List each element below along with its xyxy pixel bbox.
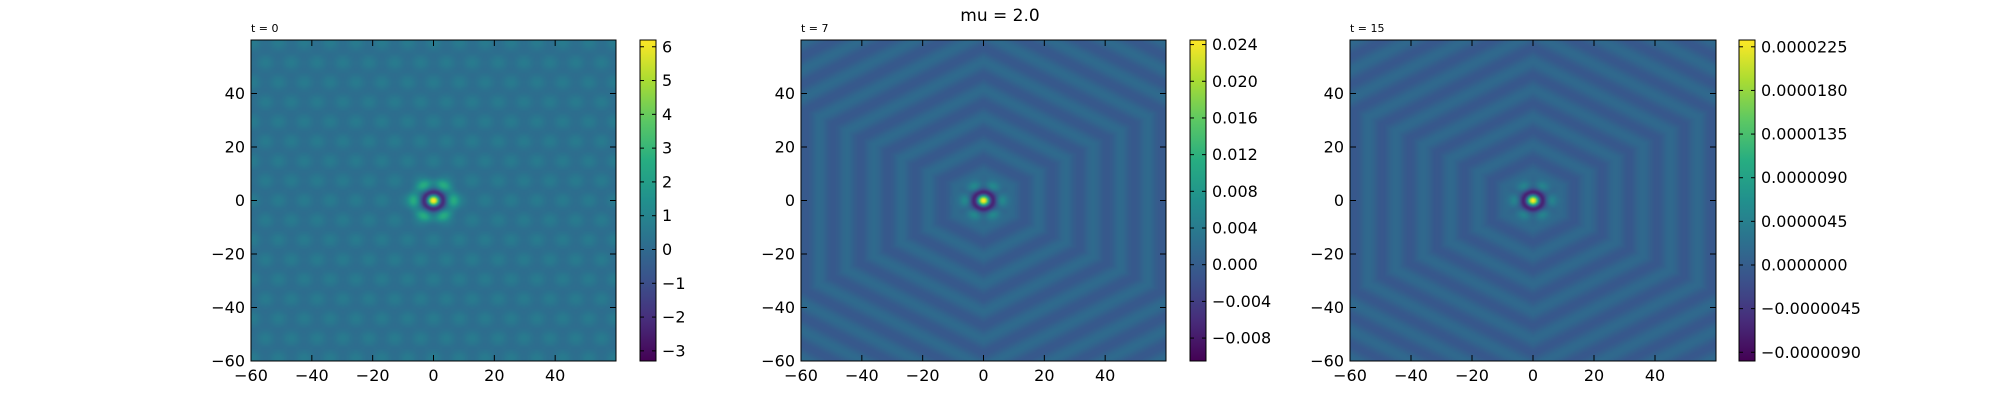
x-tick-label: 40 <box>1095 366 1115 385</box>
x-tick-label: 40 <box>545 366 565 385</box>
y-tick-label: −40 <box>761 298 795 317</box>
colorbar-gradient <box>1738 39 1756 362</box>
y-tick-label: 0 <box>235 191 245 210</box>
panel-title: t = 15 <box>1350 22 1385 35</box>
x-tick-label: −40 <box>295 366 329 385</box>
heatmap-image-3 <box>1350 40 1716 361</box>
x-tick-label: 0 <box>428 366 438 385</box>
colorbar-tick-label: 0.020 <box>1212 72 1258 91</box>
colorbar-tick-label: −3 <box>662 341 686 360</box>
colorbar-tick-label: 0.0000090 <box>1761 168 1848 187</box>
colorbar-2: −0.008 −0.004 0.000 0.004 0.008 0.012 0.016 0.0… <box>1189 35 1271 362</box>
x-tick-label: 20 <box>1584 366 1604 385</box>
y-tick-label: 0 <box>785 191 795 210</box>
x-tick-label: −40 <box>1394 366 1428 385</box>
panel-title: t = 0 <box>251 22 279 35</box>
x-tick-label: −20 <box>906 366 940 385</box>
y-tick-label: 20 <box>1324 138 1344 157</box>
colorbar-tick-label: −1 <box>662 274 686 293</box>
x-tick-label: 20 <box>484 366 504 385</box>
y-tick-label: −20 <box>761 245 795 264</box>
heatmap-panel-1: −60 −40 −20 0 20 40 −60 −40 −20 0 20 40 t = 0 −3 −2 −1 0… <box>211 22 685 385</box>
colorbar-tick-label: −0.004 <box>1212 292 1271 311</box>
heatmap-panel-3: −60 −40 −20 0 20 40 −60 −40 −20 0 20 40 t = 15 −0.000… <box>1310 22 1861 385</box>
colorbar-tick-label: −0.0000045 <box>1761 299 1861 318</box>
colorbar-tick-label: 0.012 <box>1212 145 1258 164</box>
y-tick-label: −60 <box>211 352 245 371</box>
colorbar-tick-label: 6 <box>662 37 672 56</box>
colorbar-tick-label: 3 <box>662 139 672 158</box>
y-tick-label: 0 <box>1334 191 1344 210</box>
panel-title: t = 7 <box>801 22 829 35</box>
y-tick-label: 40 <box>775 84 795 103</box>
colorbar-gradient <box>639 39 657 362</box>
x-tick-label: 0 <box>978 366 988 385</box>
y-tick-label: 40 <box>1324 84 1344 103</box>
colorbar-tick-label: 0.0000225 <box>1761 37 1848 56</box>
colorbar-tick-label: 1 <box>662 206 672 225</box>
colorbar-tick-label: 0.024 <box>1212 35 1258 54</box>
x-tick-label: −20 <box>1455 366 1489 385</box>
colorbar-tick-label: 0.004 <box>1212 219 1258 238</box>
figure-suptitle: mu = 2.0 <box>960 6 1040 26</box>
x-tick-label: −40 <box>845 366 879 385</box>
colorbar-1: −3 −2 −1 0 1 2 3 4 5 6 <box>639 37 686 362</box>
colorbar-tick-label: 0.0000180 <box>1761 81 1848 100</box>
y-tick-label: 20 <box>225 138 245 157</box>
colorbar-tick-label: 5 <box>662 71 672 90</box>
colorbar-tick-label: 4 <box>662 105 672 124</box>
x-tick-label: 0 <box>1528 366 1538 385</box>
y-tick-label: −60 <box>761 352 795 371</box>
heatmap-image-2 <box>801 40 1166 361</box>
colorbar-tick-label: 0.0000000 <box>1761 255 1848 274</box>
colorbar-tick-label: −2 <box>662 308 686 327</box>
colorbar-3: −0.0000090 −0.0000045 0.0000000 0.0000045 0.… <box>1738 37 1861 362</box>
colorbar-tick-label: 2 <box>662 172 672 191</box>
colorbar-tick-label: 0.008 <box>1212 182 1258 201</box>
colorbar-tick-label: 0.016 <box>1212 108 1258 127</box>
y-tick-label: −60 <box>1310 352 1344 371</box>
y-tick-label: −40 <box>1310 298 1344 317</box>
x-tick-label: −60 <box>1333 366 1367 385</box>
heatmap-image-1 <box>251 40 616 361</box>
colorbar-tick-label: −0.0000090 <box>1761 343 1861 362</box>
y-tick-label: 20 <box>775 138 795 157</box>
colorbar-gradient <box>1189 39 1207 362</box>
x-tick-label: −60 <box>784 366 818 385</box>
y-tick-label: −20 <box>211 245 245 264</box>
x-tick-label: 40 <box>1645 366 1665 385</box>
y-tick-label: −40 <box>211 298 245 317</box>
colorbar-tick-label: 0 <box>662 240 672 259</box>
y-tick-label: −20 <box>1310 245 1344 264</box>
x-tick-label: −60 <box>234 366 268 385</box>
x-tick-label: 20 <box>1034 366 1054 385</box>
colorbar-tick-label: 0.0000135 <box>1761 125 1848 144</box>
colorbar-tick-label: 0.000 <box>1212 255 1258 274</box>
colorbar-tick-label: −0.008 <box>1212 329 1271 348</box>
y-tick-label: 40 <box>225 84 245 103</box>
x-tick-label: −20 <box>356 366 390 385</box>
colorbar-tick-label: 0.0000045 <box>1761 212 1848 231</box>
